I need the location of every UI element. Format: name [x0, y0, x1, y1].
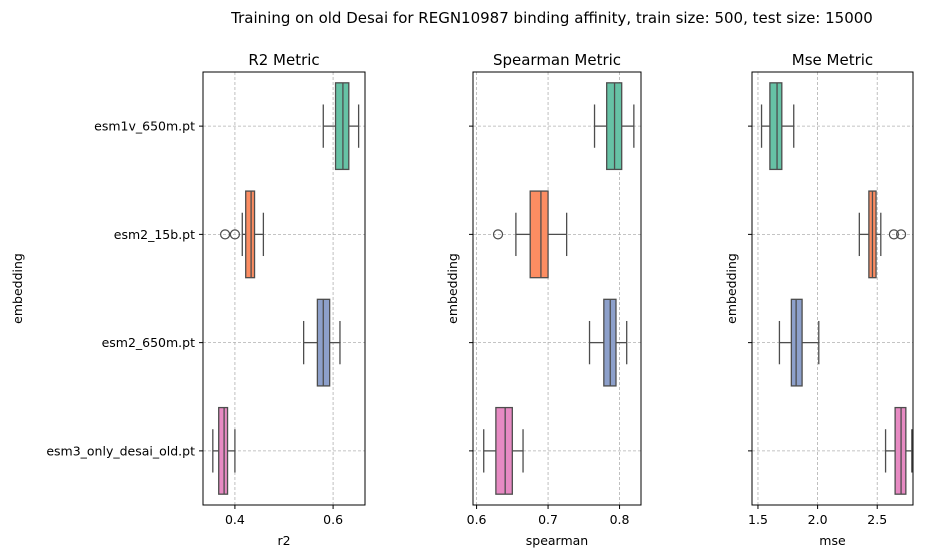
box-esm1v_650m.pt: [760, 82, 795, 171]
box-esm3_only_desai_old.pt: [212, 406, 236, 495]
x-tick-label: 1.5: [748, 512, 768, 527]
box-esm2_15b.pt: [492, 190, 568, 279]
axes-frame: [202, 71, 366, 506]
box-esm1v_650m.pt: [322, 82, 360, 171]
panel-title: Spearman Metric: [493, 51, 621, 69]
x-axis-label: r2: [277, 533, 290, 548]
y-axis-label: embedding: [10, 253, 25, 324]
panel-title: R2 Metric: [248, 51, 319, 69]
y-axis-label: embedding: [445, 253, 460, 324]
box-esm3_only_desai_old.pt: [483, 406, 524, 495]
box-esm2_650m.pt: [588, 298, 628, 387]
y-tick-label: esm1v_650m.pt: [94, 119, 195, 134]
iqr-box: [245, 190, 256, 279]
panel-3: 1.5 2.0 2.5 Mse Metric mse embedding: [724, 51, 914, 548]
y-tick-label: esm3_only_desai_old.pt: [46, 443, 195, 458]
panel-title: Mse Metric: [792, 51, 873, 69]
box-esm3_only_desai_old.pt: [884, 406, 913, 495]
axes-frame: [472, 71, 642, 506]
x-tick-label: 2.0: [808, 512, 828, 527]
x-tick-label: 0.4: [225, 512, 245, 527]
axes-frame: [751, 71, 914, 506]
iqr-box: [218, 406, 229, 495]
x-axis-label: mse: [819, 533, 846, 548]
outlier-point: [229, 229, 241, 240]
x-tick-label: 2.5: [867, 512, 887, 527]
x-tick-label: 0.8: [610, 512, 630, 527]
x-tick-label: 0.7: [538, 512, 558, 527]
y-tick-label: esm2_15b.pt: [114, 227, 195, 242]
box-esm2_650m.pt: [302, 298, 341, 387]
x-axis-label: spearman: [526, 533, 588, 548]
box-esm2_15b.pt: [219, 190, 265, 279]
x-tick-label: 0.6: [467, 512, 487, 527]
iqr-box: [769, 82, 783, 171]
box-esm1v_650m.pt: [593, 82, 635, 171]
panel-2: 0.6 0.7 0.8 Spearman Metric spearman embeddin…: [445, 51, 642, 548]
iqr-box: [529, 190, 549, 279]
figure-title: Training on old Desai for REGN10987 bind…: [230, 9, 873, 27]
box-esm2_15b.pt: [858, 190, 907, 279]
iqr-box: [334, 82, 350, 171]
box-esm2_650m.pt: [778, 298, 820, 387]
y-tick-label: esm2_650m.pt: [102, 335, 196, 350]
outlier-point: [492, 229, 504, 240]
panel-1: 0.4 0.6 esm1v_650m.pt esm2_15b.pt esm2_650m.…: [10, 51, 366, 548]
outlier-point: [895, 229, 907, 240]
y-axis-label: embedding: [724, 253, 739, 324]
iqr-box: [495, 406, 513, 495]
x-tick-label: 0.6: [323, 512, 343, 527]
outlier-point: [219, 229, 231, 240]
outlier-point: [888, 229, 900, 240]
